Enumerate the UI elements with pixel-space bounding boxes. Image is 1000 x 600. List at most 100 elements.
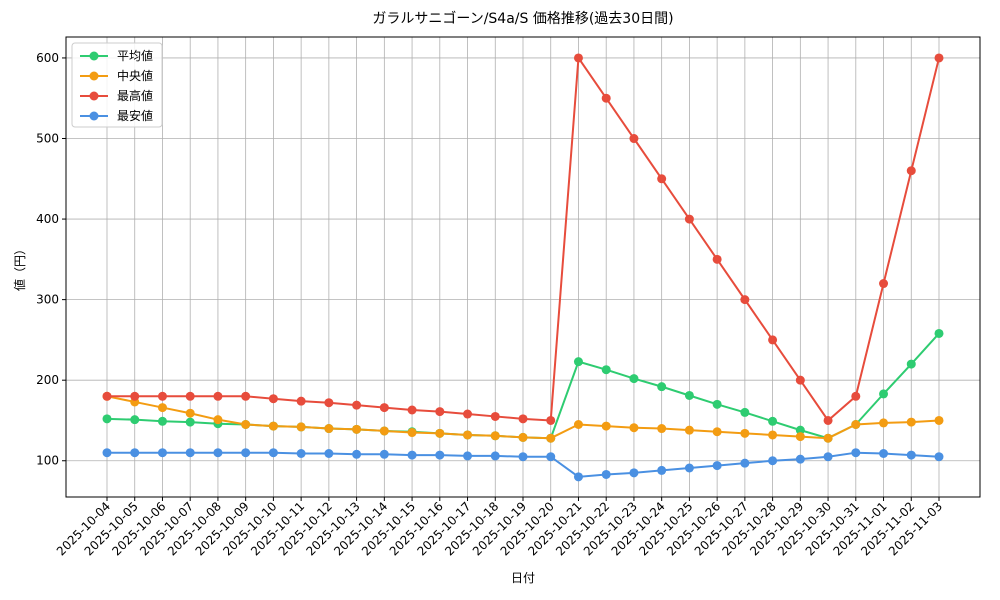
data-point (435, 428, 445, 438)
data-point (435, 407, 445, 417)
data-point (934, 328, 944, 338)
data-point (102, 391, 112, 401)
data-point (324, 448, 334, 458)
data-point (684, 214, 694, 224)
data-point (241, 448, 251, 458)
data-point (407, 428, 417, 438)
data-point (934, 53, 944, 63)
x-axis-label: 日付 (511, 571, 535, 585)
data-point (546, 415, 556, 425)
data-point (629, 468, 639, 478)
data-point (712, 427, 722, 437)
data-point (712, 254, 722, 264)
data-point (657, 382, 667, 392)
data-point (518, 452, 528, 462)
data-point (241, 419, 251, 429)
data-point (629, 374, 639, 384)
data-point (463, 409, 473, 419)
data-point (490, 411, 500, 421)
data-point (879, 448, 889, 458)
data-point (712, 461, 722, 471)
data-point (518, 414, 528, 424)
y-axis-label: 値（円） (12, 243, 27, 291)
data-point (601, 93, 611, 103)
data-point (185, 391, 195, 401)
data-point (657, 174, 667, 184)
legend-marker (89, 111, 99, 121)
y-tick-label: 200 (36, 373, 59, 387)
y-tick-label: 400 (36, 212, 59, 226)
data-point (573, 419, 583, 429)
legend-label: 最高値 (117, 88, 153, 103)
chart-title: ガラルサニゴーン/S4a/S 価格推移(過去30日間) (372, 10, 673, 27)
legend-marker (89, 71, 99, 81)
data-point (546, 433, 556, 443)
legend-label: 平均値 (117, 48, 153, 63)
data-point (157, 416, 167, 426)
data-point (629, 423, 639, 433)
legend-label: 最安値 (117, 108, 153, 123)
y-tick-label: 500 (36, 132, 59, 146)
data-point (379, 426, 389, 436)
data-point (157, 448, 167, 458)
data-point (684, 463, 694, 473)
data-point (296, 448, 306, 458)
data-point (296, 396, 306, 406)
data-point (740, 428, 750, 438)
plot (102, 53, 944, 482)
data-point (518, 432, 528, 442)
data-point (463, 451, 473, 461)
data-point (185, 408, 195, 418)
data-point (490, 451, 500, 461)
legend-label: 中央値 (117, 68, 153, 83)
data-point (823, 452, 833, 462)
plot-frame (65, 36, 981, 498)
data-point (851, 448, 861, 458)
legend-marker (89, 91, 99, 101)
data-point (324, 398, 334, 408)
data-point (185, 417, 195, 427)
data-point (130, 448, 140, 458)
data-point (352, 449, 362, 459)
data-point (352, 400, 362, 410)
data-point (768, 456, 778, 466)
data-point (407, 450, 417, 460)
data-point (268, 394, 278, 404)
data-point (546, 452, 556, 462)
data-point (213, 391, 223, 401)
y-tick-label: 300 (36, 293, 59, 307)
data-point (768, 416, 778, 426)
data-point (795, 432, 805, 442)
data-point (241, 391, 251, 401)
data-point (879, 418, 889, 428)
data-point (102, 414, 112, 424)
data-point (268, 448, 278, 458)
data-point (130, 391, 140, 401)
data-point (102, 448, 112, 458)
data-point (601, 365, 611, 375)
legend-marker (89, 51, 99, 61)
data-point (407, 405, 417, 415)
y-tick-label: 600 (36, 51, 59, 65)
data-point (601, 469, 611, 479)
data-point (879, 279, 889, 289)
data-point (629, 134, 639, 144)
data-point (823, 433, 833, 443)
data-point (213, 415, 223, 425)
data-point (657, 424, 667, 434)
data-point (851, 391, 861, 401)
grid: 1002003004005006002025-10-042025-10-0520… (36, 37, 980, 558)
data-point (573, 472, 583, 482)
data-point (657, 465, 667, 475)
data-point (379, 403, 389, 413)
data-point (934, 415, 944, 425)
data-point (573, 357, 583, 367)
data-point (157, 391, 167, 401)
data-point (906, 166, 916, 176)
data-point (573, 53, 583, 63)
data-point (324, 424, 334, 434)
data-point (795, 454, 805, 464)
data-point (740, 407, 750, 417)
data-point (934, 452, 944, 462)
